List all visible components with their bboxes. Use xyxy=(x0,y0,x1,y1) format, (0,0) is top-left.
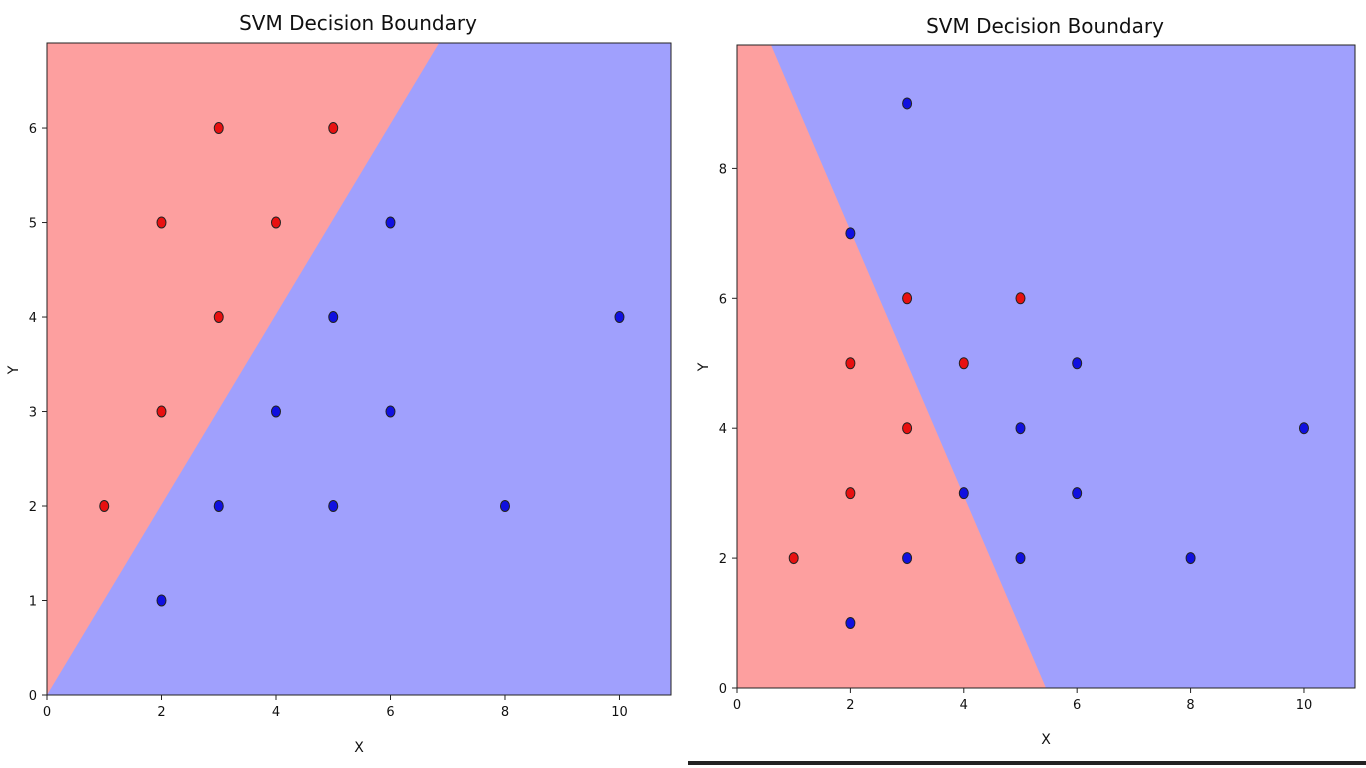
data-point-red xyxy=(902,292,913,305)
y-tick-label: 2 xyxy=(719,552,727,567)
y-tick-label: 8 xyxy=(719,162,727,177)
data-point-blue xyxy=(213,500,224,513)
data-point-blue xyxy=(385,216,396,229)
data-point-red xyxy=(902,422,913,435)
data-point-red xyxy=(845,487,856,500)
y-tick-label: 6 xyxy=(719,292,727,307)
y-tick-label: 3 xyxy=(29,406,37,421)
right-chart-ylabel: Y xyxy=(696,362,712,372)
y-tick-label: 1 xyxy=(29,595,37,610)
data-point-red xyxy=(156,216,167,229)
data-point-blue xyxy=(902,552,913,565)
data-point-red xyxy=(845,357,856,370)
left-chart-title: SVM Decision Boundary xyxy=(239,11,477,35)
data-point-blue xyxy=(328,500,339,513)
x-tick-label: 6 xyxy=(386,705,394,720)
right-chart: SVM Decision Boundary X Y 0 2 4 6 8 10 0 2 4 6 8 xyxy=(696,14,1356,748)
right-chart-title: SVM Decision Boundary xyxy=(926,14,1164,38)
y-tick-label: 0 xyxy=(719,682,727,697)
data-point-blue xyxy=(385,405,396,418)
data-point-blue xyxy=(902,97,913,110)
x-tick-label: 2 xyxy=(157,705,165,720)
data-point-blue xyxy=(156,594,167,607)
x-tick-label: 4 xyxy=(272,705,280,720)
y-tick-label: 2 xyxy=(29,500,37,515)
decision-region-red xyxy=(737,45,1046,688)
right-chart-xlabel: X xyxy=(1041,732,1051,748)
data-point-blue xyxy=(270,405,281,418)
data-point-blue xyxy=(958,487,969,500)
x-tick-label: 0 xyxy=(43,705,51,720)
data-point-red xyxy=(958,357,969,370)
data-point-blue xyxy=(1015,422,1026,435)
left-chart: SVM Decision Boundary X Y 0 2 4 6 8 10 0 1 2 3 4 5 6 xyxy=(6,11,672,756)
data-point-blue xyxy=(1072,357,1083,370)
window-edge-bar xyxy=(688,761,1366,765)
y-tick-label: 6 xyxy=(29,122,37,137)
x-tick-label: 8 xyxy=(501,705,509,720)
data-point-blue xyxy=(845,617,856,630)
data-point-blue xyxy=(1185,552,1196,565)
x-tick-label: 6 xyxy=(1073,698,1081,713)
data-point-red xyxy=(156,405,167,418)
data-point-blue xyxy=(1298,422,1309,435)
plot-frame xyxy=(736,44,1356,689)
data-point-blue xyxy=(845,227,856,240)
data-point-red xyxy=(788,552,799,565)
plot-frame xyxy=(46,42,672,696)
y-tick-label: 0 xyxy=(29,689,37,704)
x-tick-label: 8 xyxy=(1186,698,1194,713)
data-point-blue xyxy=(328,311,339,324)
x-tick-label: 10 xyxy=(1296,698,1313,713)
data-point-red xyxy=(270,216,281,229)
x-tick-label: 10 xyxy=(611,705,628,720)
data-point-red xyxy=(99,500,110,513)
left-chart-xlabel: X xyxy=(354,740,364,756)
y-tick-label: 5 xyxy=(29,217,37,232)
x-tick-label: 4 xyxy=(960,698,968,713)
data-point-red xyxy=(213,122,224,135)
data-point-red xyxy=(328,122,339,135)
data-point-blue xyxy=(614,311,625,324)
data-point-blue xyxy=(1072,487,1083,500)
decision-region-red xyxy=(47,43,440,695)
data-point-blue xyxy=(1015,552,1026,565)
y-tick-label: 4 xyxy=(29,311,37,326)
y-tick-label: 4 xyxy=(719,422,727,437)
left-chart-ylabel: Y xyxy=(6,365,22,375)
data-point-red xyxy=(1015,292,1026,305)
data-point-blue xyxy=(499,500,510,513)
data-point-red xyxy=(213,311,224,324)
x-tick-label: 0 xyxy=(733,698,741,713)
x-tick-label: 2 xyxy=(846,698,854,713)
